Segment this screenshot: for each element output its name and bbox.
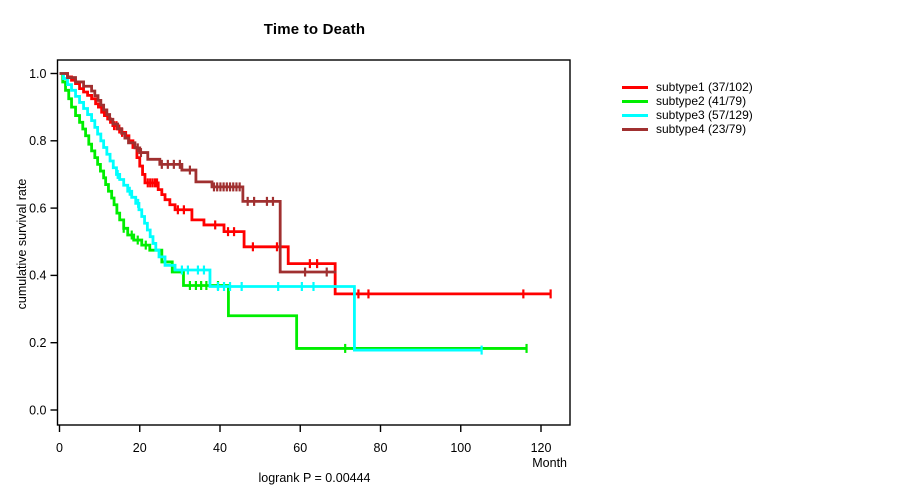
- y-tick-label: 0.0: [29, 403, 46, 417]
- y-axis-label: cumulative survival rate: [15, 178, 29, 310]
- legend-item-label: subtype4 (23/79): [656, 122, 747, 136]
- y-tick-label: 1.0: [29, 67, 46, 81]
- survival-curve-subtype2: [59, 72, 527, 350]
- x-tick-label: 40: [213, 441, 227, 455]
- x-tick-label: 20: [133, 441, 147, 455]
- survival-curve-subtype3: [59, 72, 483, 352]
- logrank-p-value: logrank P = 0.00444: [258, 471, 371, 485]
- legend-item-label: subtype2 (41/79): [656, 94, 747, 108]
- legend-item: subtype3 (57/129): [622, 108, 753, 122]
- chart-title: Time to Death: [263, 21, 366, 38]
- legend-line-swatch: [622, 113, 648, 117]
- survival-curve-subtype4: [59, 72, 337, 274]
- legend-item-label: subtype3 (57/129): [656, 108, 753, 122]
- legend-item: subtype1 (37/102): [622, 80, 753, 94]
- legend-line-swatch: [622, 127, 648, 131]
- x-tick-label: 100: [450, 441, 471, 455]
- y-tick-label: 0.2: [29, 336, 46, 350]
- legend-item: subtype4 (23/79): [622, 122, 753, 136]
- x-axis-unit-label: Month: [532, 456, 567, 470]
- legend: subtype1 (37/102) subtype2 (41/79) subty…: [622, 80, 753, 136]
- plot-box: [56, 59, 571, 426]
- legend-line-swatch: [622, 85, 648, 89]
- survival-curve-subtype1: [59, 72, 551, 296]
- y-tick-label: 0.4: [29, 269, 46, 283]
- legend-line-swatch: [622, 99, 648, 103]
- legend-item-label: subtype1 (37/102): [656, 80, 753, 94]
- x-tick-label: 60: [293, 441, 307, 455]
- x-tick-label: 80: [374, 441, 388, 455]
- legend-item: subtype2 (41/79): [622, 94, 753, 108]
- y-tick-label: 0.6: [29, 201, 46, 215]
- x-tick-label: 120: [531, 441, 552, 455]
- y-tick-label: 0.8: [29, 134, 46, 148]
- x-tick-label: 0: [56, 441, 63, 455]
